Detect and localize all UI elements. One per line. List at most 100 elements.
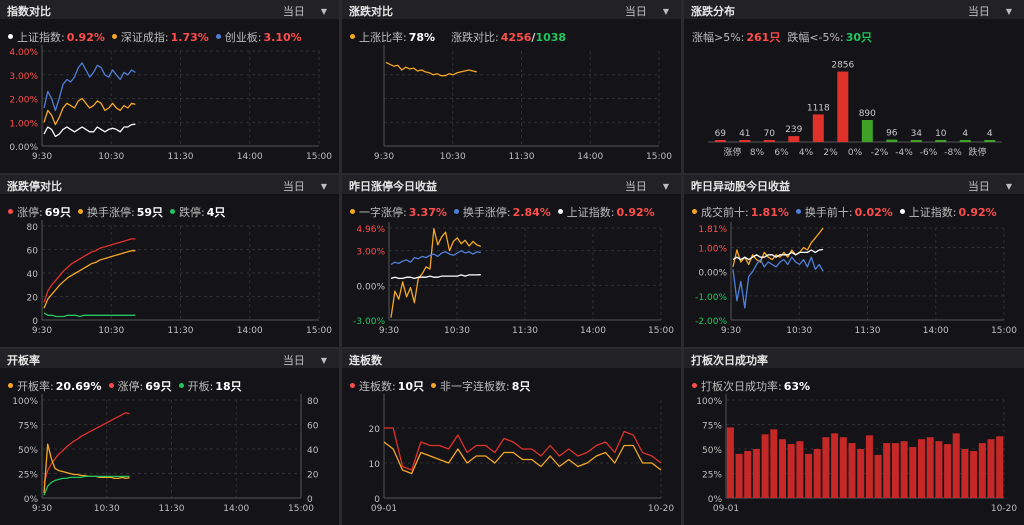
bar [883,443,891,498]
legend-dot-icon [8,209,13,214]
x-tick-label: 11:30 [168,152,194,162]
chevron-down-icon: ▼ [320,356,327,365]
y-tick-label: 60 [27,247,39,257]
x-tick-label: 09-01 [713,504,739,514]
legend-dot-icon [8,34,13,39]
legend-item: 开板: 18只 [178,380,242,393]
y2-tick-label: 60 [307,422,319,432]
y-tick-label: 0.00% [9,143,38,153]
yesterday-abnormal-return-panel: 昨日异动股今日收益 当日 ▼ 成交前十: 1.81% 换手前十: 0.02% 上证指数: 0.9… [684,175,1024,347]
bar [805,453,813,498]
y-tick-label: -2.00% [695,317,727,327]
bar-value-label: 4 [962,129,968,139]
bar [909,447,917,498]
y2-tick-label: 80 [307,397,319,407]
legend-value: 4256 [500,31,532,44]
legend-dot-icon [350,209,355,214]
legend-dot-icon [170,209,176,214]
y-tick-label: 20 [369,425,381,435]
chart-legend: 涨停: 69只 换手涨停: 59只 跌停: 4只 [8,204,232,220]
chart-legend: 开板率: 20.69% 涨停: 69只 开板: 18只 [8,378,249,394]
legend-item: 涨停: 69只 [8,206,71,219]
x-tick-label: 14:00 [577,152,603,162]
panel-header: 涨跌停对比 当日 ▼ [0,175,339,194]
range-dropdown[interactable]: 当日 ▼ [625,3,669,19]
y-tick-label: 10 [369,460,381,470]
legend-value: 0.92% [616,206,655,219]
chart-legend: 连板数: 10只 非一字连板数: 8只 [350,378,537,394]
bar [935,441,943,498]
bar-value-label: 34 [911,129,923,139]
legend-label: 开板: [187,380,214,393]
chevron-down-icon: ▼ [662,182,669,191]
panel-title: 涨跌分布 [691,5,735,18]
range-dropdown[interactable]: 当日 ▼ [968,178,1012,194]
bar [831,433,839,498]
legend-item: 上证指数: 0.92% [8,31,105,44]
series-line [43,475,130,496]
y-tick-label: 100% [696,397,722,407]
legend-dot-icon [108,383,114,388]
legend-label: 上涨比率: [359,31,407,44]
y2-tick-label: 40 [307,446,319,456]
legend-item: 换手前十: 0.02% [795,206,893,219]
range-dropdown[interactable]: 当日 ▼ [625,178,669,194]
x-tick-label: 14:00 [237,152,263,162]
updown-compare-panel: 涨跌对比 当日 ▼ 上涨比率: 78% 涨跌对比: 4256/1038 9:30 10:30 11… [342,0,681,173]
legend-item: 开板率: 20.69% [8,380,102,393]
bar [822,437,830,498]
panel-title: 指数对比 [7,5,51,18]
bar [874,454,882,498]
x-tick-label: 10:30 [98,326,124,336]
series-line [43,312,136,318]
bar [900,441,908,498]
legend-item: 涨停: 69只 [108,380,172,393]
bar [996,436,1004,498]
y-tick-label: 0% [708,495,723,505]
series-line [383,441,662,475]
range-dropdown[interactable]: 当日 ▼ [283,178,327,194]
legend-dot-icon [350,383,355,388]
x-tick-label: 10-20 [648,504,674,514]
bar [735,453,743,498]
x-tick-label: 14:00 [237,326,263,336]
chart-svg: 100% 75% 50% 25% 0%9:30 10:30 11:30 14:00 15:00 8… [12,394,319,514]
range-dropdown[interactable]: 当日 ▼ [283,352,327,368]
range-dropdown[interactable]: 当日 ▼ [968,3,1012,19]
bar [952,433,960,498]
y-tick-label: 100% [12,397,38,407]
y-tick-label: 4.00% [9,48,38,58]
panel-header: 涨跌对比 当日 ▼ [342,0,681,19]
bar [978,443,986,498]
y-tick-label: 75% [18,422,38,432]
legend-value: 18只 [215,380,242,393]
chevron-down-icon: ▼ [1005,182,1012,191]
legend-dot-icon [692,209,697,214]
bar [926,437,934,498]
series-line [43,250,136,309]
bar-value-label: 890 [859,109,876,119]
bar [861,120,873,142]
legend-label: 换手前十: [804,206,853,219]
series-line [390,274,481,280]
bar [787,444,795,498]
bar [944,444,952,498]
panel-header: 指数对比 当日 ▼ [0,0,339,19]
legend-label: 成交前十: [701,206,749,219]
legend-dot-icon [692,383,697,388]
y-tick-label: 40 [27,270,39,280]
bar [788,136,800,142]
bar [970,451,978,498]
bar [935,140,947,142]
chart-svg: 20 10 009-01 10-20 [369,394,674,514]
category-label: -8% [944,148,962,158]
category-label: 0% [848,148,863,158]
y-tick-label: 1.81% [698,225,727,235]
legend-value: 3.10% [263,31,302,44]
range-dropdown[interactable]: 当日 ▼ [283,3,327,19]
series-line [43,238,136,303]
x-tick-label: 14:00 [580,326,606,336]
series-line [732,248,824,261]
legend-value: 3.37% [408,206,447,219]
legend-item: 一字涨停: 3.37% [350,206,447,219]
